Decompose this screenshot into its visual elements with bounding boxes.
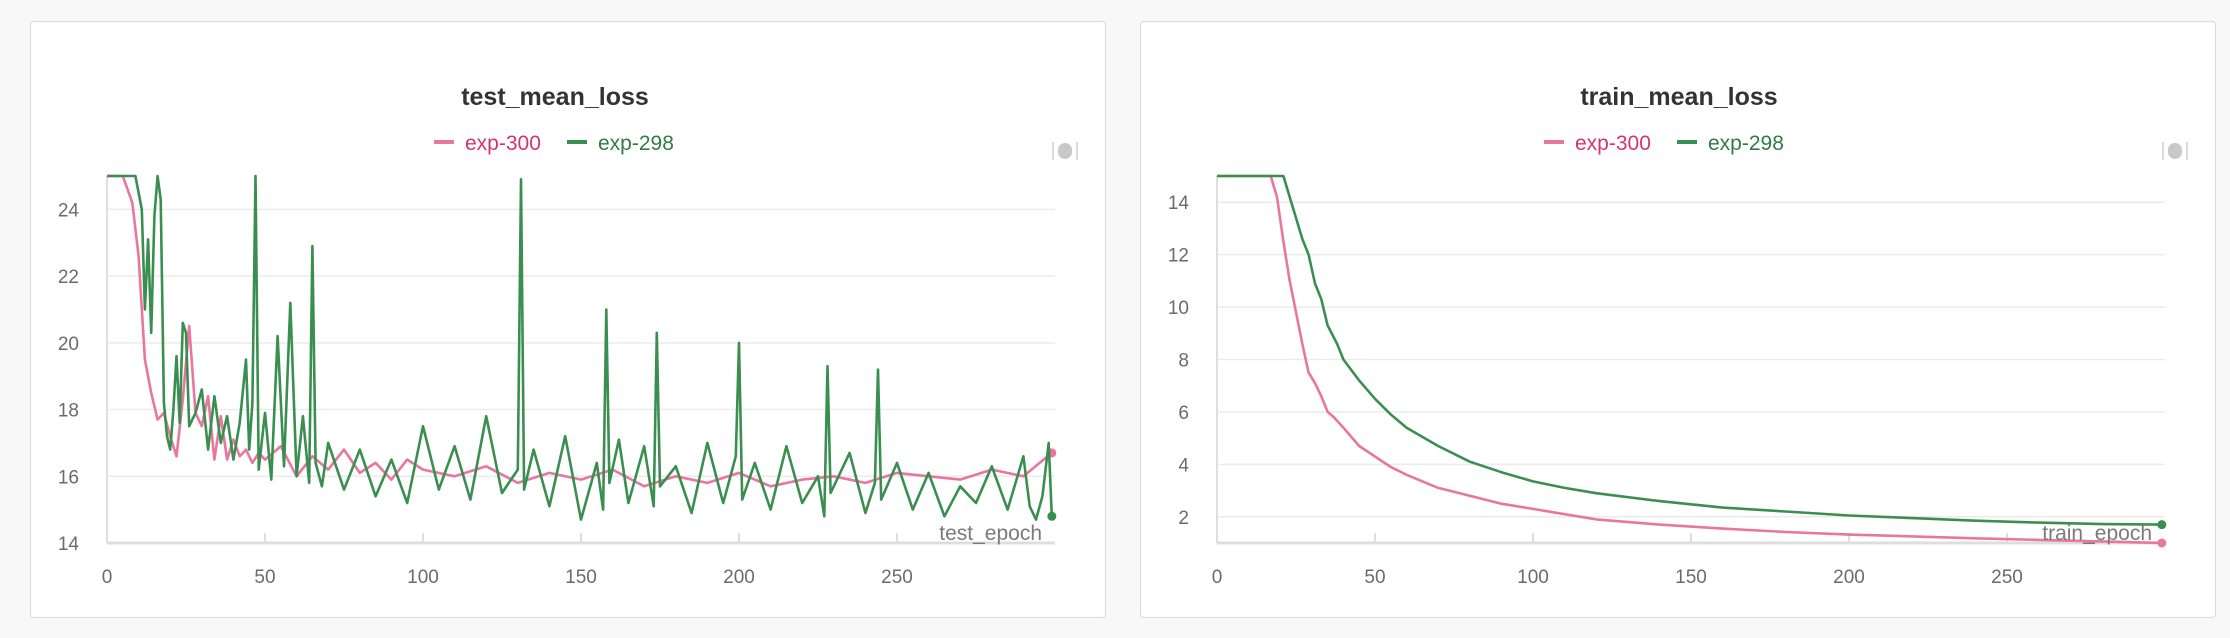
x-tick-label: 250 xyxy=(1991,567,2023,588)
y-tick-label: 24 xyxy=(58,200,80,221)
series-end-marker-exp-300 xyxy=(2157,538,2167,548)
y-tick-label: 6 xyxy=(1178,403,1189,424)
y-tick-label: 18 xyxy=(58,401,79,422)
x-tick-label: 50 xyxy=(254,567,275,588)
series-end-marker-exp-298 xyxy=(1047,511,1057,521)
x-axis-label: train_epoch xyxy=(2042,522,2152,545)
y-tick-label: 16 xyxy=(58,467,79,488)
legend-label-exp-300[interactable]: exp-300 xyxy=(1575,132,1651,155)
x-tick-label: 100 xyxy=(1517,567,1549,588)
legend: exp-300 exp-298 xyxy=(1544,132,1784,155)
y-tick-label: 10 xyxy=(1168,298,1189,319)
series-line-exp-300[interactable] xyxy=(1217,174,2162,545)
y-tick-label: 22 xyxy=(58,267,79,288)
legend-label-exp-298[interactable]: exp-298 xyxy=(598,132,674,155)
legend-label-exp-300[interactable]: exp-300 xyxy=(465,132,541,155)
x-tick-label: 0 xyxy=(1212,567,1223,588)
y-tick-label: 14 xyxy=(1168,193,1190,214)
y-tick-label: 14 xyxy=(58,534,80,555)
x-axis-label: test_epoch xyxy=(939,522,1042,545)
x-tick-label: 150 xyxy=(1675,567,1707,588)
panel-menu-icon[interactable] xyxy=(2162,142,2188,160)
series-line-exp-298[interactable] xyxy=(1217,174,2162,526)
y-tick-label: 20 xyxy=(58,334,79,355)
x-tick-label: 150 xyxy=(565,567,597,588)
train-loss-panel: train_mean_loss exp-300 exp-298 2 4 6 8 10 12… xyxy=(1140,21,2216,618)
y-tick-label: 8 xyxy=(1178,351,1189,372)
y-tick-label: 2 xyxy=(1178,508,1189,529)
y-tick-label: 12 xyxy=(1168,246,1189,267)
x-tick-label: 0 xyxy=(102,567,113,588)
train-loss-chart: train_mean_loss exp-300 exp-298 2 4 6 8 10 12… xyxy=(1168,83,2188,588)
x-tick-label: 250 xyxy=(881,567,913,588)
x-tick-label: 200 xyxy=(1833,567,1865,588)
legend-label-exp-298[interactable]: exp-298 xyxy=(1708,132,1784,155)
series-line-exp-298[interactable] xyxy=(107,174,1054,521)
test-loss-chart: test_mean_loss exp-300 exp-298 14 16 18 20 2… xyxy=(58,83,1078,588)
y-tick-label: 4 xyxy=(1178,455,1189,476)
chart-title: test_mean_loss xyxy=(461,83,649,111)
x-tick-label: 100 xyxy=(407,567,439,588)
x-tick-label: 200 xyxy=(723,567,755,588)
chart-title: train_mean_loss xyxy=(1580,83,1777,111)
panel-menu-icon[interactable] xyxy=(1052,142,1078,160)
x-tick-label: 50 xyxy=(1364,567,1385,588)
test-loss-panel: test_mean_loss exp-300 exp-298 14 16 18 20 2… xyxy=(30,21,1106,618)
series-end-marker-exp-298 xyxy=(2157,520,2167,530)
legend: exp-300 exp-298 xyxy=(434,132,674,155)
